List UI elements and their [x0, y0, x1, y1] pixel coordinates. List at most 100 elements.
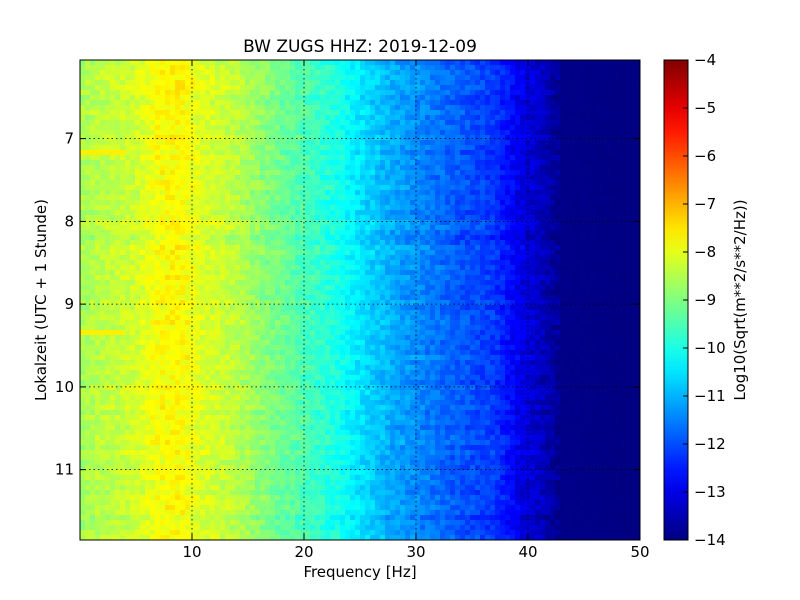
heatmap-cell	[450, 265, 456, 271]
heatmap-cell	[435, 175, 441, 181]
heatmap-cell	[335, 265, 341, 271]
heatmap-cell	[345, 240, 351, 246]
heatmap-cell	[165, 205, 171, 211]
heatmap-cell	[530, 245, 536, 251]
heatmap-cell	[120, 65, 126, 71]
heatmap-cell	[325, 225, 331, 231]
heatmap-cell	[565, 85, 571, 91]
heatmap-cell	[370, 210, 376, 216]
heatmap-cell	[195, 100, 201, 106]
heatmap-cell	[355, 135, 361, 141]
heatmap-cell	[165, 225, 171, 231]
heatmap-cell	[95, 210, 101, 216]
heatmap-cell	[510, 155, 516, 161]
heatmap-cell	[265, 110, 271, 116]
heatmap-cell	[450, 170, 456, 176]
heatmap-cell	[430, 200, 436, 206]
heatmap-cell	[630, 60, 636, 66]
heatmap-cell	[545, 115, 551, 121]
heatmap-cell	[235, 220, 241, 226]
heatmap-cell	[395, 250, 401, 256]
heatmap-cell	[450, 190, 456, 196]
heatmap-cell	[165, 195, 171, 201]
heatmap-cell	[635, 100, 640, 106]
heatmap-cell	[175, 185, 181, 191]
heatmap-cell	[80, 60, 86, 66]
heatmap-cell	[305, 185, 311, 191]
heatmap-cell	[285, 165, 291, 171]
heatmap-cell	[165, 160, 171, 166]
heatmap-cell	[145, 80, 151, 86]
heatmap-cell	[505, 255, 511, 261]
heatmap-cell	[155, 205, 161, 211]
heatmap-cell	[565, 110, 571, 116]
heatmap-cell	[545, 270, 551, 276]
heatmap-cell	[495, 185, 501, 191]
heatmap-cell	[570, 70, 576, 76]
heatmap-cell	[505, 240, 511, 246]
heatmap-cell	[550, 265, 556, 271]
heatmap-cell	[250, 255, 256, 261]
heatmap-cell	[500, 80, 506, 86]
heatmap-cell	[330, 240, 336, 246]
heatmap-cell	[525, 235, 531, 241]
heatmap-cell	[490, 185, 496, 191]
heatmap-cell	[345, 130, 351, 136]
heatmap-cell	[195, 195, 201, 201]
heatmap-cell	[90, 185, 96, 191]
heatmap-cell	[240, 185, 246, 191]
heatmap-cell	[115, 160, 121, 166]
heatmap-cell	[350, 225, 356, 231]
heatmap-cell	[490, 145, 496, 151]
heatmap-cell	[380, 205, 386, 211]
heatmap-cell	[565, 90, 571, 96]
heatmap-cell	[325, 140, 331, 146]
heatmap-cell	[340, 270, 346, 276]
heatmap-cell	[340, 280, 346, 286]
heatmap-cell	[625, 165, 631, 171]
heatmap-cell	[585, 80, 591, 86]
heatmap-cell	[495, 100, 501, 106]
heatmap-cell	[335, 125, 341, 131]
heatmap-cell	[515, 100, 521, 106]
heatmap-cell	[560, 90, 566, 96]
heatmap-cell	[230, 100, 236, 106]
heatmap-cell	[430, 115, 436, 121]
heatmap-cell	[470, 250, 476, 256]
heatmap-cell	[435, 165, 441, 171]
heatmap-cell	[275, 165, 281, 171]
heatmap-cell	[215, 65, 221, 71]
heatmap-cell	[290, 245, 296, 251]
heatmap-cell	[400, 65, 406, 71]
heatmap-cell	[480, 195, 486, 201]
heatmap-cell	[160, 205, 166, 211]
heatmap-cell	[215, 255, 221, 261]
heatmap-cell	[265, 100, 271, 106]
heatmap-cell	[270, 80, 276, 86]
heatmap-cell	[305, 65, 311, 71]
heatmap-cell	[290, 70, 296, 76]
heatmap-cell	[595, 180, 601, 186]
heatmap-cell	[295, 65, 301, 71]
heatmap-cell	[630, 115, 636, 121]
heatmap-cell	[85, 75, 91, 81]
heatmap-cell	[340, 165, 346, 171]
heatmap-cell	[220, 170, 226, 176]
heatmap-cell	[145, 115, 151, 121]
heatmap-cell	[375, 215, 381, 221]
heatmap-cell	[365, 60, 371, 66]
heatmap-cell	[150, 80, 156, 86]
heatmap-cell	[240, 105, 246, 111]
heatmap-cell	[570, 105, 576, 111]
heatmap-cell	[90, 160, 96, 166]
heatmap-cell	[530, 110, 536, 116]
heatmap-cell	[595, 125, 601, 131]
heatmap-cell	[230, 140, 236, 146]
heatmap-cell	[420, 95, 426, 101]
heatmap-cell	[185, 280, 191, 286]
heatmap-cell	[485, 105, 491, 111]
heatmap-cell	[555, 155, 561, 161]
heatmap-cell	[140, 275, 146, 281]
heatmap-cell	[405, 225, 411, 231]
heatmap-cell	[355, 240, 361, 246]
